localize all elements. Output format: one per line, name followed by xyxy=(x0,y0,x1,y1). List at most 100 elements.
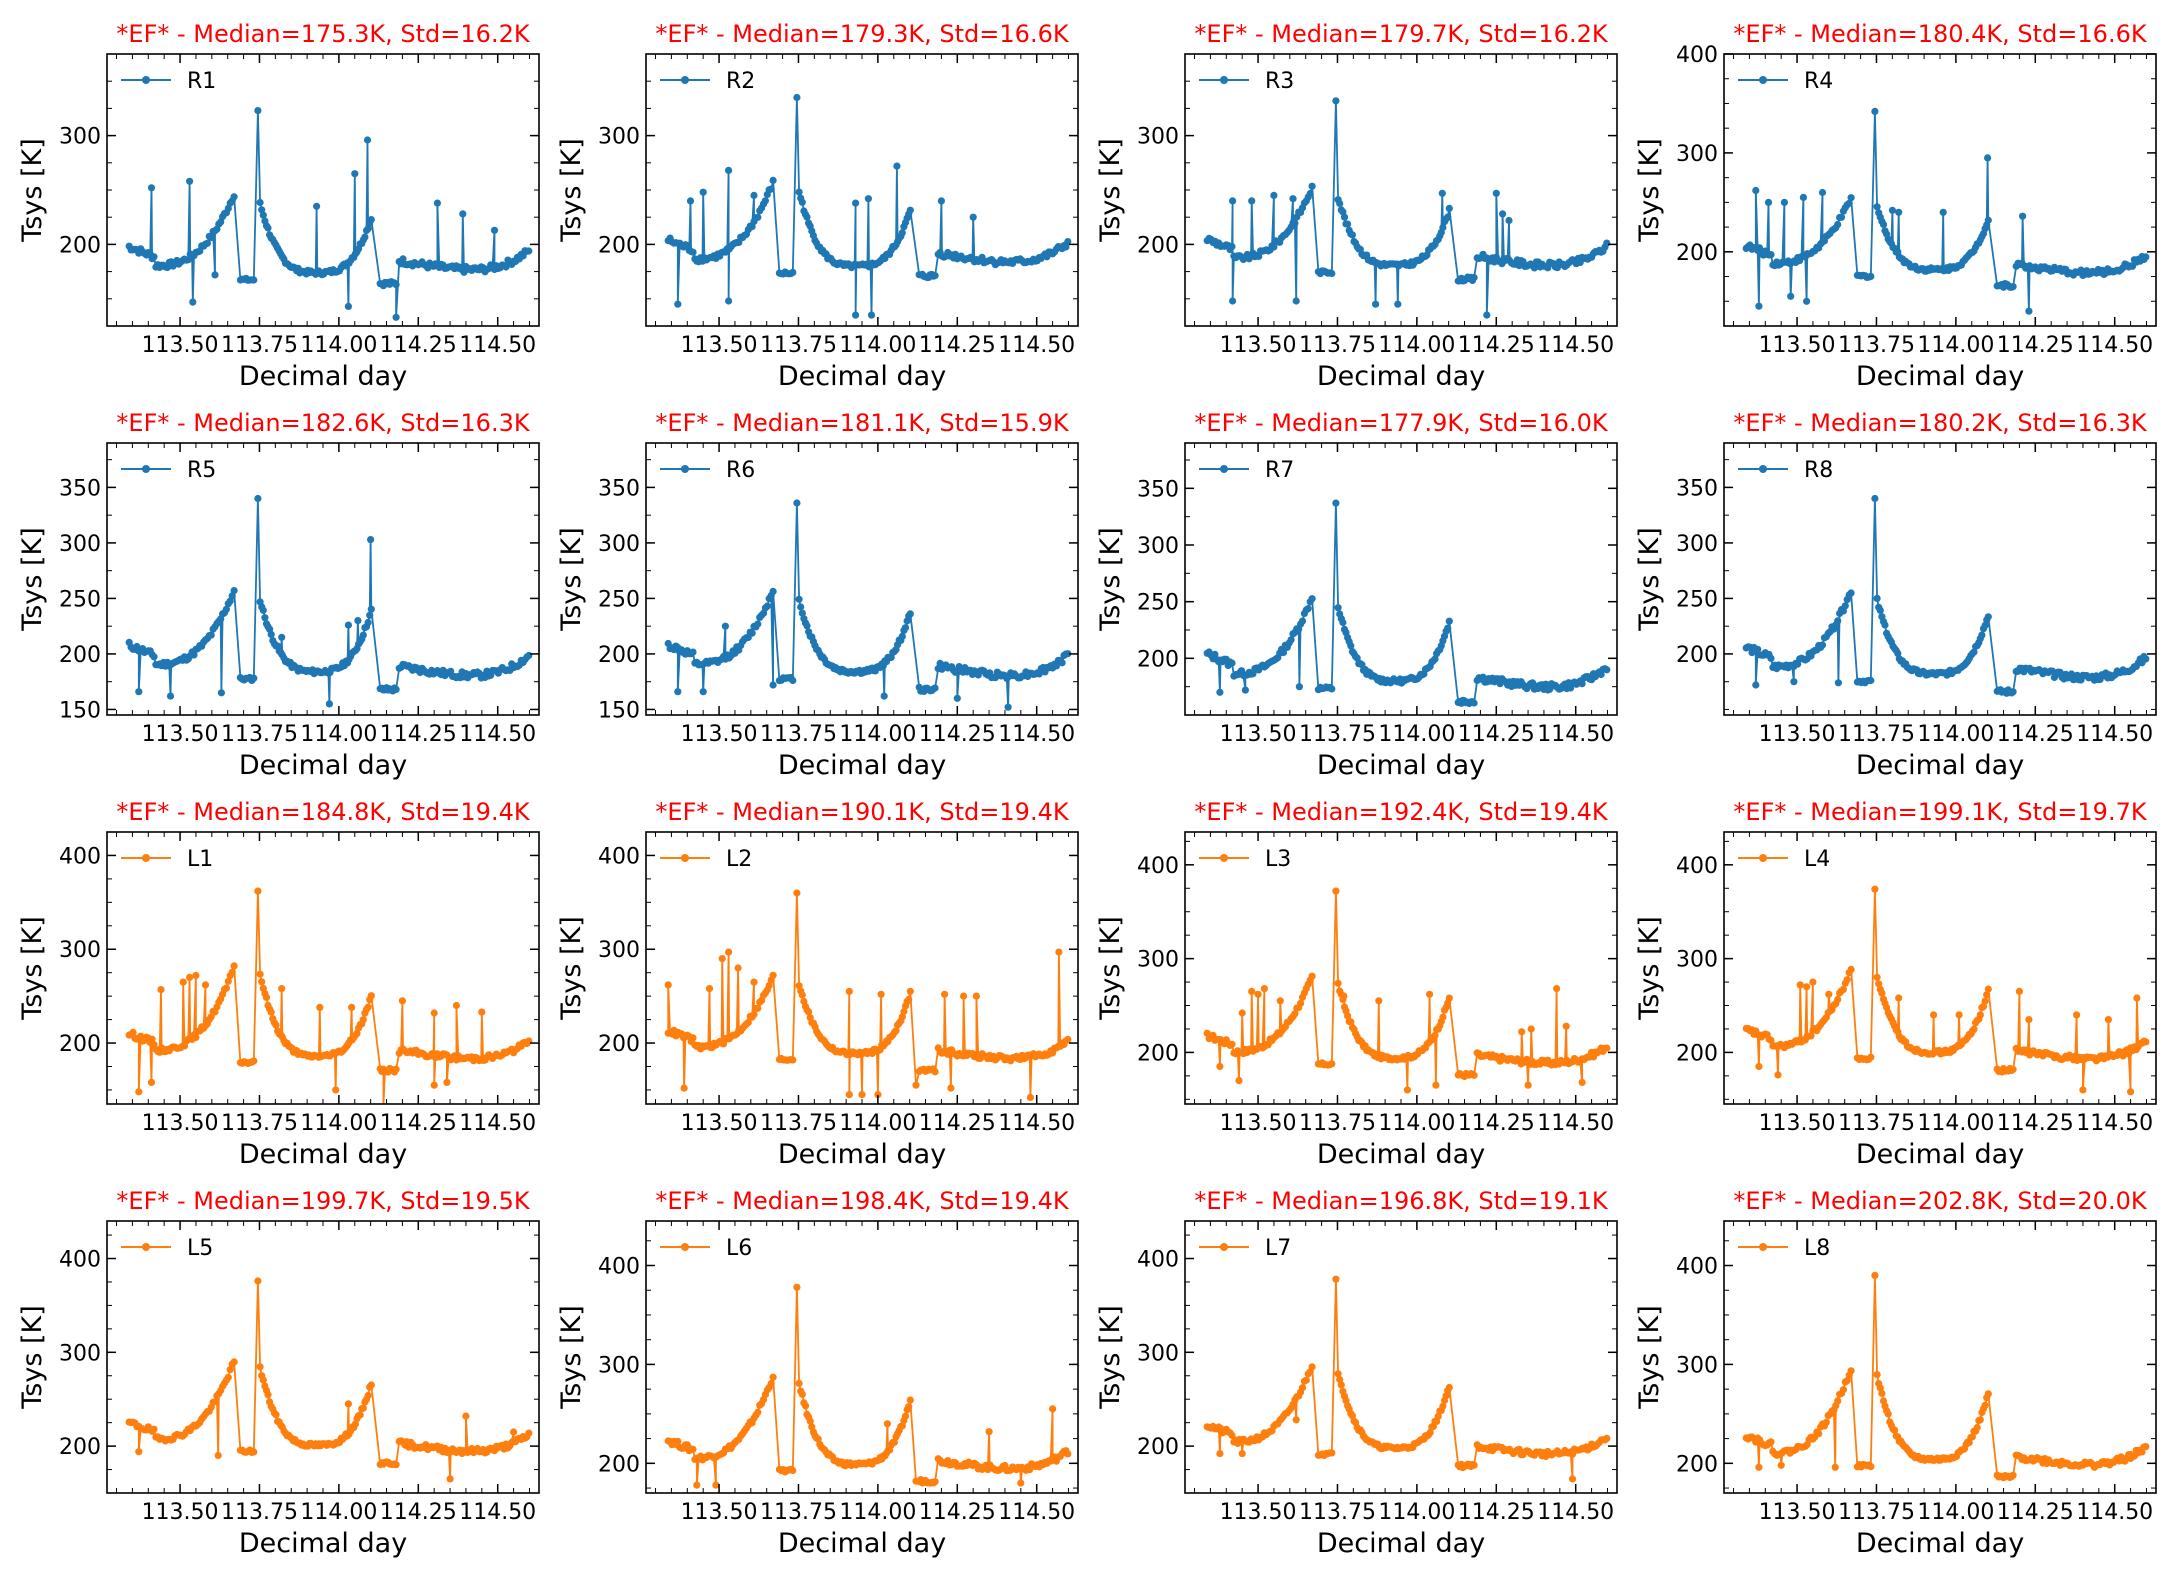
x-axis-label: Decimal day xyxy=(778,1528,946,1559)
legend-marker xyxy=(142,465,150,473)
data-point xyxy=(230,587,238,595)
legend-marker xyxy=(1759,465,1767,473)
data-point xyxy=(1431,1031,1439,1039)
subplot-title: *EF* - Median=180.2K, Std=16.3K xyxy=(1733,409,2147,437)
x-tick-label: 113.50 xyxy=(1759,722,1836,747)
data-point xyxy=(1292,297,1300,305)
data-point xyxy=(880,692,888,700)
series-line xyxy=(1206,503,1608,705)
data-point xyxy=(1332,1275,1340,1283)
data-point xyxy=(1841,602,1849,610)
data-point xyxy=(214,1451,222,1460)
legend-label: R1 xyxy=(187,69,216,94)
x-axis-label: Decimal day xyxy=(239,750,407,781)
x-axis-label: Decimal day xyxy=(1317,750,1485,781)
y-axis-label: Tsys [K] xyxy=(17,527,48,632)
data-point xyxy=(452,1001,460,1010)
data-point xyxy=(1970,648,1978,656)
data-point xyxy=(250,276,258,284)
x-tick-label: 114.50 xyxy=(2076,333,2153,358)
x-tick-label: 113.75 xyxy=(760,1500,837,1525)
data-point xyxy=(1340,992,1348,1000)
y-axis-label: Tsys [K] xyxy=(1634,916,1665,1021)
y-tick-label: 200 xyxy=(59,1032,101,1057)
data-point xyxy=(803,622,811,630)
data-point xyxy=(250,1448,258,1456)
legend-label: L1 xyxy=(187,847,213,872)
data-point xyxy=(1603,1044,1611,1052)
data-point xyxy=(1984,154,1992,162)
data-point xyxy=(364,618,372,627)
data-point xyxy=(689,248,697,256)
data-point xyxy=(852,311,860,319)
x-tick-label: 113.75 xyxy=(1838,1111,1915,1136)
data-point xyxy=(845,1091,853,1099)
data-point xyxy=(793,93,801,102)
legend: R7 xyxy=(1199,458,1294,483)
data-point xyxy=(1839,985,1847,994)
data-point xyxy=(1871,107,1879,115)
y-tick-label: 300 xyxy=(598,125,640,150)
data-point xyxy=(1837,213,1846,221)
data-point xyxy=(254,887,262,895)
data-point xyxy=(348,1003,356,1012)
data-point xyxy=(359,1404,367,1412)
data-point xyxy=(366,611,374,619)
data-point xyxy=(1492,189,1500,197)
data-point xyxy=(1881,621,1889,629)
y-axis-label: Tsys [K] xyxy=(1634,527,1665,632)
data-point xyxy=(192,971,200,980)
data-point xyxy=(712,1481,720,1489)
plot-frame xyxy=(645,1220,1079,1494)
data-point xyxy=(734,964,742,972)
data-point xyxy=(230,1358,238,1366)
data-point xyxy=(230,193,238,201)
data-point xyxy=(1332,97,1340,105)
data-point xyxy=(2025,307,2033,315)
data-point xyxy=(525,247,533,255)
data-point xyxy=(1334,979,1342,987)
series-r5 xyxy=(125,494,533,708)
data-point xyxy=(931,1478,939,1486)
subplot-l6: 200 300 400 113.50 113.75 114.00 114.25 114.50 *… xyxy=(556,1187,1079,1559)
data-point xyxy=(893,162,901,170)
data-point xyxy=(1308,972,1316,980)
x-tick-label: 114.25 xyxy=(1997,722,2074,747)
x-tick-label: 113.50 xyxy=(1759,1111,1836,1136)
data-point xyxy=(1291,1010,1299,1018)
x-tick-label: 113.50 xyxy=(1220,1111,1297,1136)
data-point xyxy=(793,1283,801,1291)
x-tick-label: 114.00 xyxy=(839,333,916,358)
series-l4 xyxy=(1742,885,2150,1096)
data-point xyxy=(725,948,733,956)
data-point xyxy=(186,177,194,185)
data-point xyxy=(344,1400,352,1408)
data-point xyxy=(769,1373,777,1381)
y-tick-label: 350 xyxy=(1137,477,1179,502)
data-point xyxy=(761,197,770,205)
series-line xyxy=(667,892,1069,1098)
x-tick-label: 113.50 xyxy=(681,1500,758,1525)
x-tick-label: 113.50 xyxy=(1220,333,1297,358)
data-point xyxy=(1470,273,1478,282)
y-tick-label: 250 xyxy=(59,587,101,612)
data-point xyxy=(217,689,225,697)
series-line xyxy=(667,97,1069,316)
data-point xyxy=(1755,1062,1763,1071)
y-axis-label: Tsys [K] xyxy=(17,916,48,1021)
data-point xyxy=(718,955,726,963)
subplot-title: *EF* - Median=181.1K, Std=15.9K xyxy=(655,409,1069,437)
legend-marker xyxy=(1220,76,1228,84)
data-point xyxy=(1895,208,1903,216)
data-point xyxy=(367,536,375,544)
subplot-title: *EF* - Median=192.4K, Std=19.4K xyxy=(1194,798,1608,826)
data-point xyxy=(2142,655,2150,663)
data-point xyxy=(256,198,264,207)
subplot-r8: 200 250 300 350 113.50 113.75 114.00 114.25 114.… xyxy=(1634,409,2157,781)
data-point xyxy=(931,684,939,692)
data-point xyxy=(256,970,264,978)
data-point xyxy=(1867,676,1875,685)
data-point xyxy=(459,210,467,218)
data-point xyxy=(272,1411,280,1419)
